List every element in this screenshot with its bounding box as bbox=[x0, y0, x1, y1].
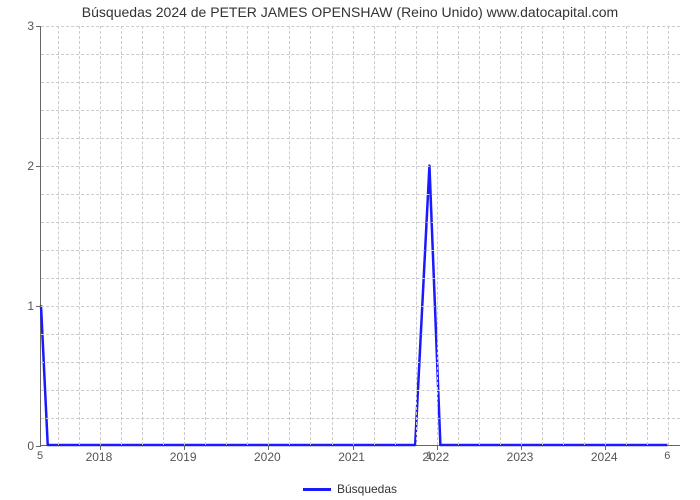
ytick-label: 2 bbox=[4, 159, 34, 173]
gridline-v bbox=[58, 26, 59, 445]
gridline-v bbox=[542, 26, 543, 445]
gridline-v bbox=[226, 26, 227, 445]
xtick-label: 2020 bbox=[254, 450, 281, 464]
legend: Búsquedas bbox=[0, 482, 700, 496]
xtick-label: 2018 bbox=[86, 450, 113, 464]
legend-swatch bbox=[303, 488, 331, 491]
gridline-v bbox=[142, 26, 143, 445]
ytick-mark bbox=[36, 166, 41, 167]
gridline-v bbox=[395, 26, 396, 445]
gridline-v bbox=[605, 26, 606, 445]
data-point-label: 6 bbox=[664, 450, 670, 462]
gridline-v bbox=[626, 26, 627, 445]
xtick-label: 2024 bbox=[591, 450, 618, 464]
gridline-v bbox=[584, 26, 585, 445]
gridline-v bbox=[437, 26, 438, 445]
gridline-v bbox=[521, 26, 522, 445]
gridline-v bbox=[100, 26, 101, 445]
chart-title: Búsquedas 2024 de PETER JAMES OPENSHAW (… bbox=[0, 4, 700, 20]
xtick-label: 2021 bbox=[338, 450, 365, 464]
gridline-v bbox=[563, 26, 564, 445]
chart-container: Búsquedas 2024 de PETER JAMES OPENSHAW (… bbox=[0, 0, 700, 500]
xtick-label: 2023 bbox=[507, 450, 534, 464]
data-point-label: 1 bbox=[426, 450, 432, 462]
gridline-v bbox=[268, 26, 269, 445]
ytick-mark bbox=[36, 446, 41, 447]
gridline-v bbox=[458, 26, 459, 445]
ytick-mark bbox=[36, 26, 41, 27]
ytick-label: 1 bbox=[4, 299, 34, 313]
gridline-v bbox=[184, 26, 185, 445]
data-point-label: 5 bbox=[37, 450, 43, 462]
ytick-label: 0 bbox=[4, 439, 34, 453]
gridline-v bbox=[668, 26, 669, 445]
gridline-v bbox=[374, 26, 375, 445]
gridline-v bbox=[647, 26, 648, 445]
legend-label: Búsquedas bbox=[337, 482, 397, 496]
ytick-mark bbox=[36, 306, 41, 307]
gridline-v bbox=[310, 26, 311, 445]
gridline-v bbox=[205, 26, 206, 445]
gridline-v bbox=[247, 26, 248, 445]
xtick-label: 2019 bbox=[170, 450, 197, 464]
gridline-v bbox=[163, 26, 164, 445]
gridline-v bbox=[479, 26, 480, 445]
gridline-v bbox=[500, 26, 501, 445]
gridline-v bbox=[121, 26, 122, 445]
plot-area bbox=[40, 26, 680, 446]
gridline-v bbox=[416, 26, 417, 445]
gridline-v bbox=[79, 26, 80, 445]
ytick-label: 3 bbox=[4, 19, 34, 33]
gridline-v bbox=[332, 26, 333, 445]
gridline-v bbox=[353, 26, 354, 445]
gridline-v bbox=[289, 26, 290, 445]
